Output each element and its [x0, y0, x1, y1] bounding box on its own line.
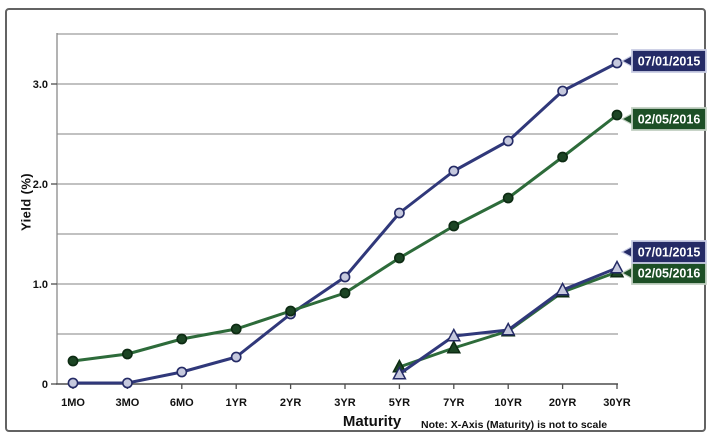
callout-box [631, 49, 707, 73]
data-point-circle [611, 109, 623, 121]
data-point-circle [339, 271, 351, 283]
data-point-circle [448, 220, 460, 232]
series-line-nominal-curve-07-01-2015 [71, 61, 619, 385]
data-point-circle [230, 351, 242, 363]
x-tick-label: 3MO [115, 397, 139, 409]
data-point-circle [285, 305, 296, 317]
x-tick-label: 10YR [494, 397, 522, 409]
y-axis-title: Yield (%) [18, 172, 34, 232]
data-point-circle [176, 366, 188, 378]
x-axis-note: Note: X-Axis (Maturity) is not to scale [421, 419, 608, 431]
data-point-circle [448, 165, 460, 177]
data-point-circle [557, 151, 568, 163]
data-point-circle [339, 287, 351, 299]
x-tick-label: 7YR [443, 397, 464, 409]
x-tick-label: 1MO [61, 397, 85, 409]
y-tick-label: 0 [42, 379, 48, 391]
x-tick-label: 2YR [280, 397, 301, 409]
callout-box [631, 240, 707, 264]
data-point-triangle [609, 259, 625, 274]
x-tick-label: 30YR [603, 397, 631, 409]
data-point-circle [611, 57, 623, 69]
data-point-circle [67, 355, 79, 367]
x-tick-label: 3YR [334, 397, 355, 409]
data-point-triangle [446, 327, 462, 342]
x-tick-label: 6MO [170, 397, 194, 409]
data-point-triangle [555, 281, 570, 296]
data-point-circle [230, 323, 242, 335]
data-point-triangle [446, 339, 462, 354]
callout-label: 02/05/2016 [638, 267, 701, 281]
series-callout-nominal-curve-07-01-2015: 07/01/2015 [620, 49, 707, 73]
callout-label: 02/05/2016 [638, 113, 701, 127]
data-point-circle [502, 135, 514, 147]
data-point-circle [67, 377, 79, 389]
x-axis-title: Maturity [342, 413, 402, 430]
data-point-circle [122, 348, 133, 360]
y-tick-label: 1.0 [33, 279, 48, 291]
series-line-nominal-curve-02-05-2016 [71, 113, 619, 363]
series-callout-nominal-curve-02-05-2016: 02/05/2016 [620, 107, 707, 131]
data-point-circle [557, 85, 568, 97]
x-tick-label: 20YR [549, 397, 577, 409]
x-tick-label: 1YR [225, 397, 246, 409]
series-callout-lower-curve-02-05-2016: 02/05/2016 [620, 261, 707, 285]
data-point-circle [393, 207, 405, 219]
y-tick-label: 3.0 [33, 79, 48, 91]
x-tick-label: 5YR [389, 397, 410, 409]
data-point-circle [502, 192, 514, 204]
callout-box [631, 107, 707, 131]
figure-border [5, 8, 706, 432]
data-point-triangle [500, 321, 516, 336]
data-point-circle [176, 333, 188, 345]
data-point-circle [393, 252, 405, 264]
callout-label: 07/01/2015 [638, 55, 701, 69]
y-tick-label: 2.0 [33, 179, 48, 191]
data-point-triangle [392, 365, 407, 380]
data-point-circle [122, 377, 133, 389]
callout-label: 07/01/2015 [638, 246, 701, 260]
series-callout-lower-curve-07-01-2015: 07/01/2015 [620, 240, 707, 264]
